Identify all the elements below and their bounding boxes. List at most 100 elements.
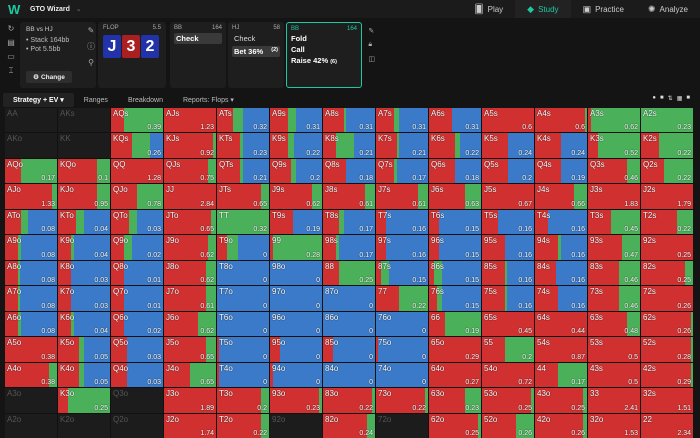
hand-cell[interactable]: K9s 0.22 [270,133,322,158]
hand-cell[interactable]: Q3o [111,388,163,413]
hand-cell[interactable]: K9o 0.04 [58,235,110,260]
hand-cell[interactable]: K4o 0.05 [58,362,110,388]
hand-cell[interactable]: K7o 0.03 [58,286,110,311]
hand-cell[interactable]: Q8s 0.18 [323,158,375,184]
chevron-down-icon[interactable]: ⌄ [75,6,82,13]
hand-cell[interactable]: Q5s 0.2 [482,158,534,184]
hand-cell[interactable]: K6s 0.22 [429,133,481,158]
tab-reports[interactable]: Reports: Flops ▾ [182,97,234,104]
logo-icon[interactable]: W [8,1,21,17]
hand-cell[interactable]: 87s 0.15 [376,260,428,286]
hand-cell[interactable]: 43o 0.25 [535,388,587,413]
hand-cell[interactable]: 72o [376,413,428,438]
hand-cell[interactable]: 53o 0.25 [482,388,534,413]
hand-cell[interactable]: Q9o 0.02 [111,235,163,260]
hand-cell[interactable]: Q6s 0.18 [429,158,481,184]
current-action-panel[interactable]: BB 164 Fold Call Raise 42% (6) ✎ 🔒︎ ◫ [286,22,375,88]
hand-cell[interactable]: J3s 1.83 [588,184,640,209]
action-option[interactable]: Raise 42% (6) [291,56,357,65]
hand-cell[interactable]: T3s 0.45 [588,209,640,235]
hand-cell[interactable]: Q3s 0.46 [588,158,640,184]
hand-cell[interactable]: T2s 0.22 [641,209,693,235]
hand-cell[interactable]: 73s 0.46 [588,286,640,311]
collapse-icon[interactable]: ⌶ [8,66,14,75]
hand-cell[interactable]: K8o 0.03 [58,260,110,286]
hand-cell[interactable]: Q5o 0.03 [111,337,163,362]
app-name[interactable]: GTO Wizard [30,5,70,13]
lock-icon[interactable]: 🔒︎ [368,41,373,48]
hand-cell[interactable]: 55 0.2 [482,337,534,362]
split-icon[interactable]: ◫ [368,56,375,63]
hand-cell[interactable]: QTo 0.03 [111,209,163,235]
hand-cell[interactable]: J5s 0.67 [482,184,534,209]
hand-cell[interactable]: JJ 2.84 [164,184,216,209]
hand-cell[interactable]: J7s 0.61 [376,184,428,209]
hand-cell[interactable]: AA [5,108,57,133]
hand-cell[interactable]: T4s 0.16 [535,209,587,235]
hand-cell[interactable]: 87o 0 [323,286,375,311]
hand-cell[interactable]: A4o 0.38 [5,362,57,388]
action-option[interactable]: Bet 36% (2) [232,46,280,57]
hand-cell[interactable]: AQs 0.39 [111,108,163,133]
reset-icon[interactable]: ↻ [7,24,15,33]
hand-cell[interactable]: 32o 1.53 [588,413,640,438]
hand-cell[interactable]: 82o 0.24 [323,413,375,438]
flop-panel[interactable]: FLOP 5.5 J 3 2 [98,22,166,88]
hand-cell[interactable]: A8o 0.08 [5,260,57,286]
hand-cell[interactable]: Q4s 0.19 [535,158,587,184]
hand-cell[interactable]: T6o 0 [217,311,269,337]
hand-cell[interactable]: 93s 0.47 [588,235,640,260]
hand-cell[interactable]: K6o 0.04 [58,311,110,337]
hand-cell[interactable]: Q2o [111,413,163,438]
color-mode-icon[interactable]: ● [652,95,657,101]
hand-cell[interactable]: J2s 1.79 [641,184,693,209]
hand-cell[interactable]: 52s 0.28 [641,337,693,362]
action-option[interactable]: Call [291,45,305,54]
hand-cell[interactable]: Q8o 0.01 [111,260,163,286]
hand-cell[interactable]: 53s 0.5 [588,337,640,362]
pencil-icon[interactable]: ✎ [87,26,95,35]
hand-cell[interactable]: 64s 0.44 [535,311,587,337]
hand-cell[interactable]: A5o 0.38 [5,337,57,362]
hand-cell[interactable]: K5s 0.24 [482,133,534,158]
hand-cell[interactable]: Q4o 0.03 [111,362,163,388]
hand-cell[interactable]: 65o 0.29 [429,337,481,362]
hand-cell[interactable]: 83o 0.22 [323,388,375,413]
info-icon[interactable]: ⓘ [87,42,95,51]
hand-cell[interactable]: A9o 0.08 [5,235,57,260]
hand-cell[interactable]: 88 0.25 [323,260,375,286]
hand-cell[interactable]: 43s 0.5 [588,362,640,388]
hand-cell[interactable]: K3s 0.52 [588,133,640,158]
gamepad-icon[interactable]: ▭ [7,52,15,61]
hand-cell[interactable]: T4o 0 [217,362,269,388]
hand-cell[interactable]: 93o 0.23 [270,388,322,413]
hand-cell[interactable]: 63s 0.48 [588,311,640,337]
tab-ranges[interactable]: Ranges [83,96,108,104]
hand-cell[interactable]: A5s 0.6 [482,108,534,133]
hand-cell[interactable]: K5o 0.05 [58,337,110,362]
hand-cell[interactable]: T6s 0.15 [429,209,481,235]
hand-cell[interactable]: T8s 0.17 [323,209,375,235]
hand-cell[interactable]: 52o 0.26 [482,413,534,438]
hand-cell[interactable]: K3o 0.25 [58,388,110,413]
hand-cell[interactable]: Q9s 0.2 [270,158,322,184]
hand-cell[interactable]: Q7s 0.17 [376,158,428,184]
hand-cell[interactable]: 65s 0.45 [482,311,534,337]
hand-cell[interactable]: 22 2.34 [641,413,693,438]
fullscreen-icon[interactable]: ■ [686,95,690,101]
hand-cell[interactable]: KQo 0.1 [58,158,110,184]
hand-cell[interactable]: T5o 0 [217,337,269,362]
hand-cell[interactable]: 33 2.41 [588,388,640,413]
hand-cell[interactable]: 63o 0.23 [429,388,481,413]
hand-cell[interactable]: AKs [58,108,110,133]
hand-cell[interactable]: KK [58,133,110,158]
hand-cell[interactable]: A2o [5,413,57,438]
hand-cell[interactable]: AJo 1.33 [5,184,57,209]
hand-cell[interactable]: 95s 0.16 [482,235,534,260]
hand-cell[interactable]: QJs 0.75 [164,158,216,184]
hand-cell[interactable]: 75o 0 [376,337,428,362]
hand-cell[interactable]: J9s 0.62 [270,184,322,209]
hand-cell[interactable]: 85s 0.16 [482,260,534,286]
share-icon[interactable]: ⚲ [88,58,94,67]
hand-cell[interactable]: 73o 0.22 [376,388,428,413]
